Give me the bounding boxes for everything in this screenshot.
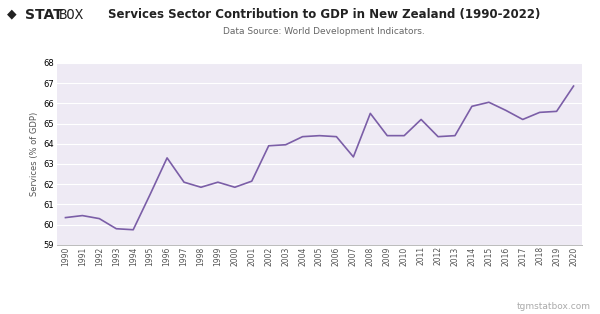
Text: Data Source: World Development Indicators.: Data Source: World Development Indicator… (223, 27, 425, 36)
Text: tgmstatbox.com: tgmstatbox.com (517, 302, 591, 311)
Y-axis label: Services (% of GDP): Services (% of GDP) (31, 112, 40, 196)
Text: STAT: STAT (25, 8, 63, 22)
Text: ◆: ◆ (7, 8, 17, 21)
Text: BOX: BOX (59, 8, 84, 22)
Text: Services Sector Contribution to GDP in New Zealand (1990-2022): Services Sector Contribution to GDP in N… (108, 8, 540, 21)
